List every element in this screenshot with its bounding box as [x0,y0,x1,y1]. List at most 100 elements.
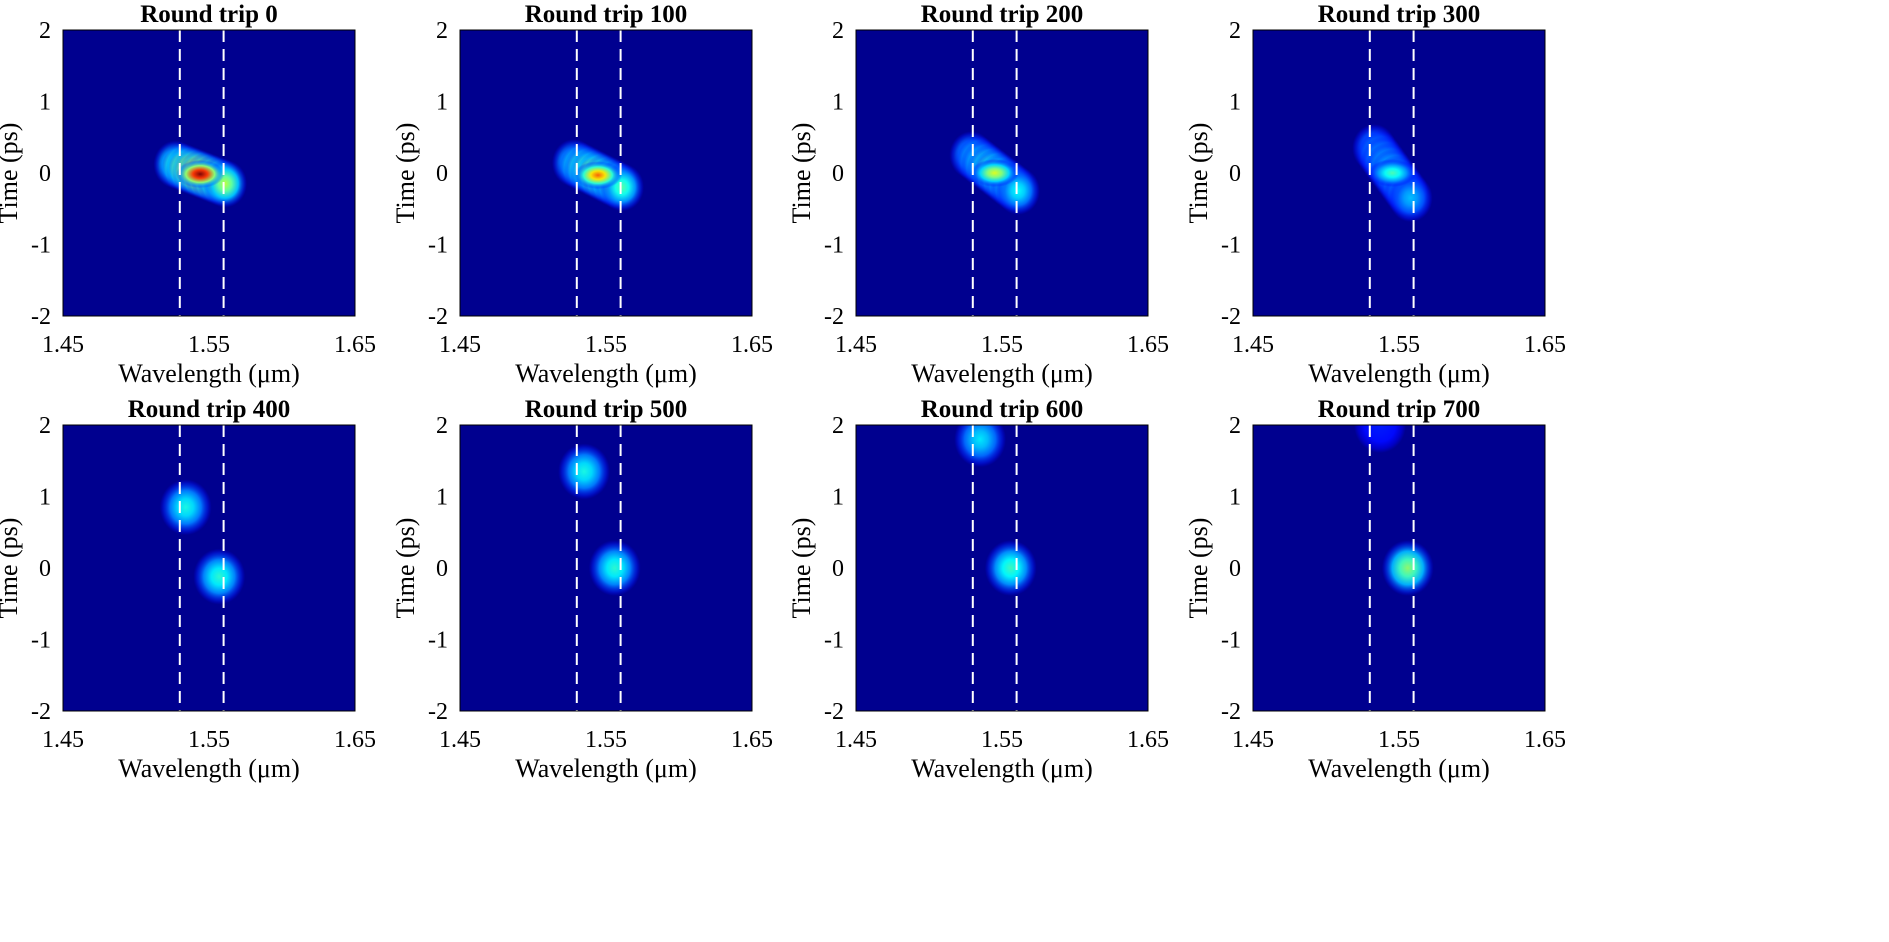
intensity-blob [1354,425,1407,453]
x-tick-label: 1.65 [334,727,376,753]
y-tick-label: 1 [39,90,51,116]
y-axis-label: Time (ps) [0,123,23,224]
y-tick-label: -2 [428,699,448,725]
x-axis-label: Wavelength (μm) [1308,359,1490,388]
y-tick-label: 1 [1229,90,1241,116]
x-tick-label: 1.55 [981,727,1023,753]
y-tick-label: 1 [832,90,844,116]
plot-frame [459,29,753,317]
y-tick-label: -1 [31,233,51,259]
y-tick-label: 2 [832,18,844,44]
x-tick-label: 1.55 [981,332,1023,358]
y-tick-label: 2 [436,413,448,439]
y-tick-label: -1 [31,628,51,654]
chart-title: Round trip 400 [128,396,291,423]
x-axis-label: Wavelength (μm) [911,359,1093,388]
chart-panel: -2 -1 0 1 2 1.45 1.55 1.65 Round trip 300 Wavelen… [1184,1,1566,388]
chart-title: Round trip 100 [525,1,688,28]
intensity-blob [954,425,1007,468]
chart-title: Round trip 300 [1318,1,1481,28]
chart-panel: -2 -1 0 1 2 1.45 1.55 1.65 Round trip 200 Wavelen… [787,1,1169,388]
x-tick-label: 1.45 [42,332,84,358]
chart-panel: -2 -1 0 1 2 1.45 1.55 1.65 Round trip 500 Wavelen… [391,396,773,783]
plot-frame [459,424,753,712]
y-axis-label: Time (ps) [391,123,420,224]
y-tick-label: 1 [436,90,448,116]
x-tick-label: 1.55 [1378,332,1420,358]
x-tick-label: 1.65 [731,332,773,358]
y-tick-label: -2 [1221,304,1241,330]
x-tick-label: 1.45 [439,727,481,753]
chart-title: Round trip 700 [1318,396,1481,423]
y-tick-label: 2 [39,18,51,44]
y-tick-label: 0 [436,161,448,187]
y-tick-label: 1 [832,485,844,511]
chart-panel: -2 -1 0 1 2 1.45 1.55 1.65 Round trip 0 Wavelengt… [0,1,376,388]
x-tick-label: 1.45 [1232,727,1274,753]
y-tick-label: 1 [1229,485,1241,511]
intensity-blob [588,540,641,596]
chart-panel: -2 -1 0 1 2 1.45 1.55 1.65 Round trip 700 Wavelen… [1184,396,1566,783]
plot-frame [1252,29,1546,317]
y-tick-label: 2 [1229,413,1241,439]
x-tick-label: 1.45 [439,332,481,358]
intensity-blob [984,540,1037,596]
y-tick-label: -1 [1221,628,1241,654]
y-axis-label: Time (ps) [1184,123,1213,224]
chart-panel: -2 -1 0 1 2 1.45 1.55 1.65 Round trip 100 Wavelen… [391,1,773,388]
x-axis-label: Wavelength (μm) [118,754,300,783]
chart-panel: -2 -1 0 1 2 1.45 1.55 1.65 Round trip 400 Wavelen… [0,396,376,783]
y-tick-label: -2 [31,699,51,725]
y-tick-label: 0 [39,556,51,582]
y-tick-label: -2 [824,304,844,330]
intensity-blob [1381,540,1434,596]
x-axis-label: Wavelength (μm) [1308,754,1490,783]
plot-frame [62,424,356,712]
plot-frame [62,29,356,317]
x-tick-label: 1.55 [188,727,230,753]
x-tick-label: 1.45 [1232,332,1274,358]
x-tick-label: 1.65 [1127,727,1169,753]
intensity-blob [159,479,212,536]
y-axis-label: Time (ps) [391,518,420,619]
y-tick-label: -2 [31,304,51,330]
y-tick-label: 0 [1229,161,1241,187]
y-tick-label: 0 [1229,556,1241,582]
x-tick-label: 1.65 [1524,727,1566,753]
y-tick-label: -2 [824,699,844,725]
chart-title: Round trip 500 [525,396,688,423]
x-tick-label: 1.55 [1378,727,1420,753]
intensity-blob [573,161,622,190]
y-tick-label: -2 [1221,699,1241,725]
plot-frame [1252,424,1546,712]
x-tick-label: 1.65 [334,332,376,358]
y-tick-label: 1 [436,485,448,511]
y-tick-label: 2 [1229,18,1241,44]
y-tick-label: -1 [428,628,448,654]
x-axis-label: Wavelength (μm) [515,359,697,388]
chart-title: Round trip 200 [921,1,1084,28]
intensity-blob [558,443,611,500]
y-axis-label: Time (ps) [0,518,23,619]
y-tick-label: 1 [39,485,51,511]
y-tick-label: 0 [832,556,844,582]
y-tick-label: 2 [39,413,51,439]
plot-frame [855,29,1149,317]
y-tick-label: -1 [1221,233,1241,259]
x-axis-label: Wavelength (μm) [911,754,1093,783]
y-tick-label: -1 [824,233,844,259]
chart-title: Round trip 0 [140,1,278,28]
x-tick-label: 1.45 [835,727,877,753]
x-tick-label: 1.55 [585,332,627,358]
intensity-blob [193,548,246,605]
x-tick-label: 1.65 [1524,332,1566,358]
x-tick-label: 1.55 [585,727,627,753]
y-tick-label: 0 [436,556,448,582]
intensity-blob [1368,159,1417,187]
x-tick-label: 1.65 [1127,332,1169,358]
x-axis-label: Wavelength (μm) [515,754,697,783]
intensity-blob [176,160,225,189]
y-tick-label: 2 [436,18,448,44]
y-tick-label: -2 [428,304,448,330]
